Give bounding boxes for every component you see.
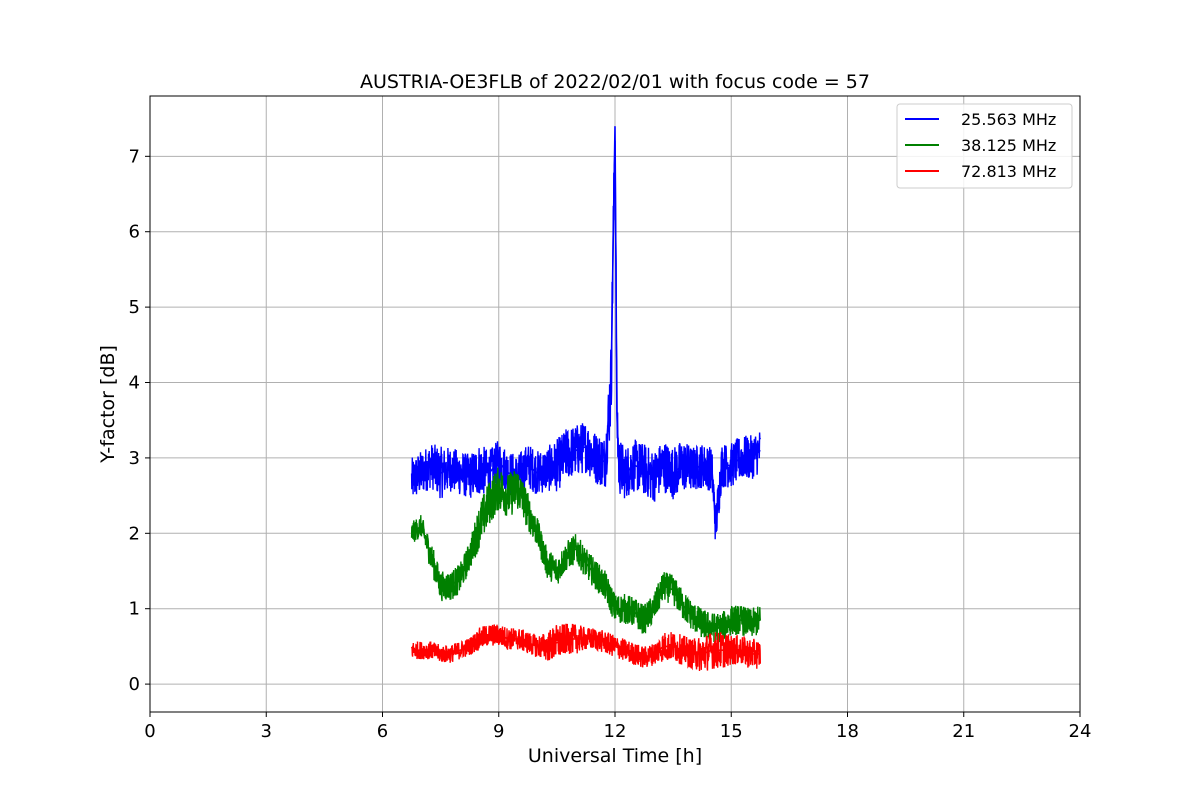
x-axis-label: Universal Time [h] (528, 745, 702, 767)
y-tick-label: 3 (129, 448, 140, 469)
series-trend-3 (411, 634, 761, 659)
y-tick-label: 5 (129, 297, 140, 318)
y-tick-label: 7 (129, 146, 140, 167)
legend-entry: 38.125 MHz (961, 136, 1056, 155)
series-line-1 (410, 140, 761, 540)
x-tick-label: 0 (144, 721, 155, 742)
y-tick-label: 4 (129, 373, 140, 394)
series-line-3 (410, 623, 761, 672)
x-tick-label: 9 (493, 721, 504, 742)
y-tick-label: 0 (129, 674, 140, 695)
legend-entry: 25.563 MHz (961, 110, 1056, 129)
y-axis-label: Y-factor [dB] (97, 345, 119, 464)
x-tick-label: 12 (604, 721, 627, 742)
series-line-2 (410, 467, 761, 643)
legend-box (896, 103, 1073, 189)
y-tick-label: 6 (129, 222, 140, 243)
x-tick-label: 15 (720, 721, 743, 742)
x-tick-label: 6 (377, 721, 388, 742)
legend: 25.563 MHz 38.125 MHz 72.813 MHz (896, 103, 1073, 189)
y-tick-label: 2 (129, 523, 140, 544)
series-layer (410, 126, 761, 672)
chart-title: AUSTRIA-OE3FLB of 2022/02/01 with focus … (360, 71, 870, 93)
legend-entry: 72.813 MHz (961, 162, 1056, 181)
x-tick-label: 24 (1069, 721, 1092, 742)
x-tick-label: 18 (836, 721, 859, 742)
y-tick-label: 1 (129, 599, 140, 620)
series-trend-1 (411, 126, 761, 526)
x-tick-label: 21 (952, 721, 975, 742)
x-axis: 0 3 6 9 12 15 18 21 24 (144, 712, 1091, 742)
x-tick-label: 3 (261, 721, 272, 742)
series-trend-2 (411, 486, 761, 629)
y-axis: 0 1 2 3 4 5 6 7 (129, 146, 150, 695)
